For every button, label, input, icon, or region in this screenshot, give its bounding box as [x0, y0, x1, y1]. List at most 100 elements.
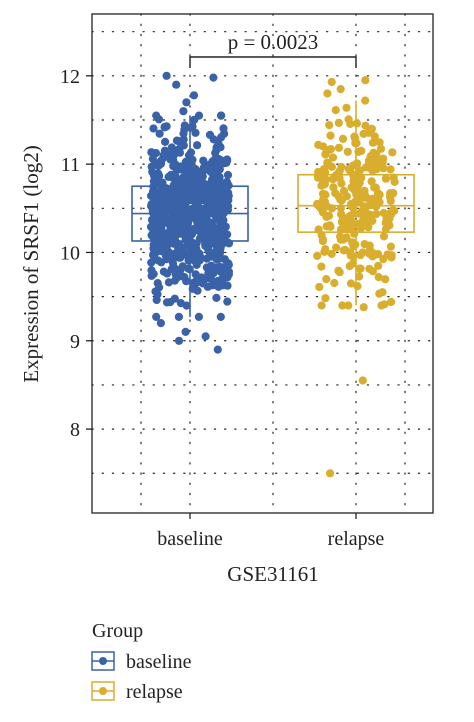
data-point [342, 192, 351, 201]
data-point [212, 293, 221, 302]
data-point [170, 294, 179, 303]
data-point [331, 106, 340, 115]
data-point [172, 187, 181, 196]
data-point [174, 312, 183, 321]
data-point [355, 222, 364, 231]
data-point [351, 197, 360, 206]
data-point [346, 279, 356, 288]
data-point [220, 129, 229, 138]
points-layer [146, 71, 399, 478]
data-point [374, 261, 383, 270]
outlier-point [201, 332, 210, 341]
data-point [374, 273, 383, 282]
data-point [381, 224, 390, 234]
data-point [370, 132, 379, 141]
data-point [176, 226, 185, 235]
data-point [337, 179, 346, 188]
data-point [361, 96, 370, 105]
data-point [167, 253, 176, 262]
data-point [148, 167, 157, 176]
data-point [372, 150, 381, 159]
points-relapse [313, 76, 399, 478]
data-point [387, 253, 396, 262]
data-point [321, 294, 330, 303]
y-tick-label: 10 [60, 242, 80, 264]
data-point [197, 214, 206, 223]
data-point [204, 269, 213, 278]
y-tick-label: 9 [70, 331, 80, 353]
data-point [178, 272, 187, 281]
data-point [198, 279, 207, 288]
data-point [345, 212, 354, 221]
data-point [191, 270, 200, 279]
data-point [151, 160, 160, 169]
data-point [162, 122, 171, 131]
data-point [388, 189, 397, 198]
data-point [198, 172, 207, 181]
x-tick-label: relapse [328, 528, 385, 550]
data-point [338, 134, 348, 143]
data-point [223, 281, 232, 290]
data-point [344, 301, 353, 310]
data-point [167, 235, 176, 245]
data-point [224, 259, 233, 268]
data-point [321, 150, 330, 159]
data-point [223, 297, 232, 306]
data-point [152, 295, 161, 305]
data-point [372, 209, 381, 219]
data-point [191, 277, 200, 286]
data-point [344, 115, 353, 124]
data-point [189, 170, 198, 179]
data-point [157, 223, 166, 232]
data-point [388, 148, 397, 157]
data-point [365, 212, 374, 221]
data-point [176, 299, 185, 308]
data-point [216, 312, 225, 321]
data-point [325, 221, 334, 230]
data-point [368, 138, 378, 147]
legend-label: baseline [126, 651, 192, 673]
outlier-point [209, 73, 218, 82]
data-point [313, 251, 322, 260]
data-point [216, 190, 225, 199]
data-point [188, 228, 197, 237]
data-point [207, 261, 216, 270]
data-point [373, 189, 382, 198]
data-point [216, 267, 225, 276]
legend-key-dot [99, 657, 107, 665]
data-point [327, 249, 336, 258]
data-point [177, 205, 186, 214]
data-point [317, 262, 326, 271]
data-point [223, 170, 233, 180]
data-point [170, 148, 179, 157]
y-axis-title: Expression of SRSF1 (log2) [19, 145, 43, 382]
axis-layer: 8 9 10 11 12 baseline relapse [60, 66, 384, 550]
data-point [155, 129, 164, 138]
data-point [356, 251, 365, 260]
data-point [386, 196, 395, 206]
data-point [147, 148, 156, 157]
data-point [167, 170, 176, 179]
data-point [325, 121, 334, 130]
data-point [184, 256, 193, 265]
data-point [357, 146, 366, 155]
significance-bracket: p = 0.0023 [189, 30, 357, 68]
legend-items: baseline relapse [91, 651, 192, 703]
data-point [149, 244, 158, 253]
data-point [349, 177, 358, 186]
data-point [345, 262, 354, 271]
data-point [194, 111, 204, 120]
data-point [162, 298, 172, 307]
legend-label: relapse [126, 681, 183, 703]
data-point [170, 264, 179, 273]
data-point [178, 262, 187, 271]
x-tick-label: baseline [157, 528, 223, 550]
data-point [213, 276, 222, 286]
data-point [198, 166, 207, 175]
data-point [337, 162, 346, 172]
data-point [355, 264, 364, 273]
data-point [217, 111, 226, 120]
legend-key-dot [99, 687, 107, 695]
data-point [379, 232, 389, 241]
data-point [362, 163, 371, 172]
